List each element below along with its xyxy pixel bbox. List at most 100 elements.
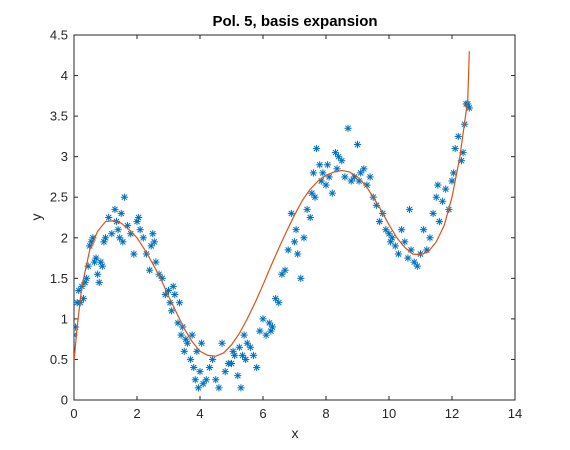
data-point-stroke <box>181 348 188 355</box>
data-point-stroke <box>239 352 246 359</box>
data-point <box>448 177 456 185</box>
data-point-stroke <box>458 157 465 164</box>
data-point <box>119 238 127 246</box>
data-point-stroke <box>74 332 77 336</box>
data-point <box>175 299 184 307</box>
data-point-stroke <box>247 344 254 351</box>
data-point <box>94 270 102 278</box>
data-point-stroke <box>121 194 128 201</box>
data-point-stroke <box>175 319 181 326</box>
data-point-stroke <box>323 182 329 189</box>
data-point <box>231 351 239 359</box>
data-point-stroke <box>135 214 142 221</box>
data-point <box>353 140 362 149</box>
data-point <box>221 368 229 376</box>
data-point <box>394 250 403 258</box>
data-point-stroke <box>433 194 440 201</box>
data-point <box>438 197 447 205</box>
data-point-stroke <box>184 340 191 347</box>
data-point <box>398 226 406 234</box>
data-point <box>256 327 264 335</box>
data-point <box>413 262 421 270</box>
data-point-stroke <box>449 178 455 184</box>
data-point-stroke <box>341 173 348 180</box>
data-point-stroke <box>168 307 175 314</box>
data-point <box>105 213 113 222</box>
y-tick-label: 2 <box>61 230 68 245</box>
data-layer <box>74 51 473 392</box>
data-point <box>404 254 412 262</box>
data-point-stroke <box>179 324 186 330</box>
data-point-stroke <box>96 279 103 286</box>
data-point-stroke <box>348 178 355 184</box>
data-point <box>311 193 319 201</box>
data-point-stroke <box>312 194 318 201</box>
x-tick-label: 2 <box>133 406 140 421</box>
data-point <box>188 331 196 339</box>
data-point-stroke <box>291 238 298 245</box>
data-point <box>272 295 280 303</box>
data-point <box>240 331 248 339</box>
data-point-stroke <box>301 234 307 241</box>
x-tick-label: 10 <box>382 406 396 421</box>
data-point-stroke <box>93 255 99 262</box>
data-point-stroke <box>420 226 427 233</box>
data-point-stroke <box>266 319 273 326</box>
data-point <box>331 149 340 157</box>
data-point-stroke <box>244 340 251 347</box>
data-point-stroke <box>269 324 276 330</box>
data-point <box>169 282 177 291</box>
data-point-stroke <box>215 384 222 391</box>
data-point-stroke <box>118 210 125 217</box>
data-point-stroke <box>151 238 158 245</box>
data-point <box>454 132 462 140</box>
data-point <box>253 363 261 372</box>
x-axis-label: x <box>292 425 299 441</box>
y-tick-label: 0 <box>61 393 68 408</box>
data-point <box>432 193 440 201</box>
data-point <box>442 185 450 193</box>
data-point-stroke <box>442 186 449 193</box>
data-point-stroke <box>197 368 203 375</box>
data-point-stroke <box>382 226 389 233</box>
data-point-stroke <box>212 376 219 383</box>
data-point <box>347 177 355 185</box>
data-point <box>108 230 116 238</box>
data-point <box>319 169 327 177</box>
data-point-stroke <box>97 259 104 266</box>
data-point-stroke <box>234 372 241 379</box>
data-point-stroke <box>386 230 392 237</box>
data-point-stroke <box>263 332 270 339</box>
data-point <box>139 234 147 242</box>
data-point <box>341 173 349 181</box>
data-point <box>435 217 443 226</box>
data-point <box>235 343 243 351</box>
y-tick-label: 4.5 <box>50 28 68 43</box>
data-point <box>218 339 226 347</box>
data-point <box>191 376 199 384</box>
data-point <box>426 234 434 242</box>
data-point-stroke <box>354 141 361 148</box>
data-point <box>161 290 169 299</box>
data-point-stroke <box>219 340 225 347</box>
data-point <box>284 246 292 254</box>
data-point <box>338 157 346 165</box>
data-point <box>388 234 396 242</box>
data-point-stroke <box>99 263 106 270</box>
data-point <box>259 315 267 323</box>
data-point-stroke <box>406 206 413 213</box>
data-point <box>382 226 390 234</box>
data-point <box>294 250 302 258</box>
data-point-stroke <box>228 360 235 367</box>
data-point <box>322 181 330 189</box>
data-point-stroke <box>238 384 244 391</box>
x-tick-label: 0 <box>70 406 77 421</box>
data-point-stroke <box>105 214 112 221</box>
data-point-stroke <box>285 246 292 253</box>
data-point-stroke <box>171 291 178 298</box>
data-point-stroke <box>450 169 457 176</box>
data-point <box>357 169 365 177</box>
data-point-stroke <box>203 376 210 383</box>
